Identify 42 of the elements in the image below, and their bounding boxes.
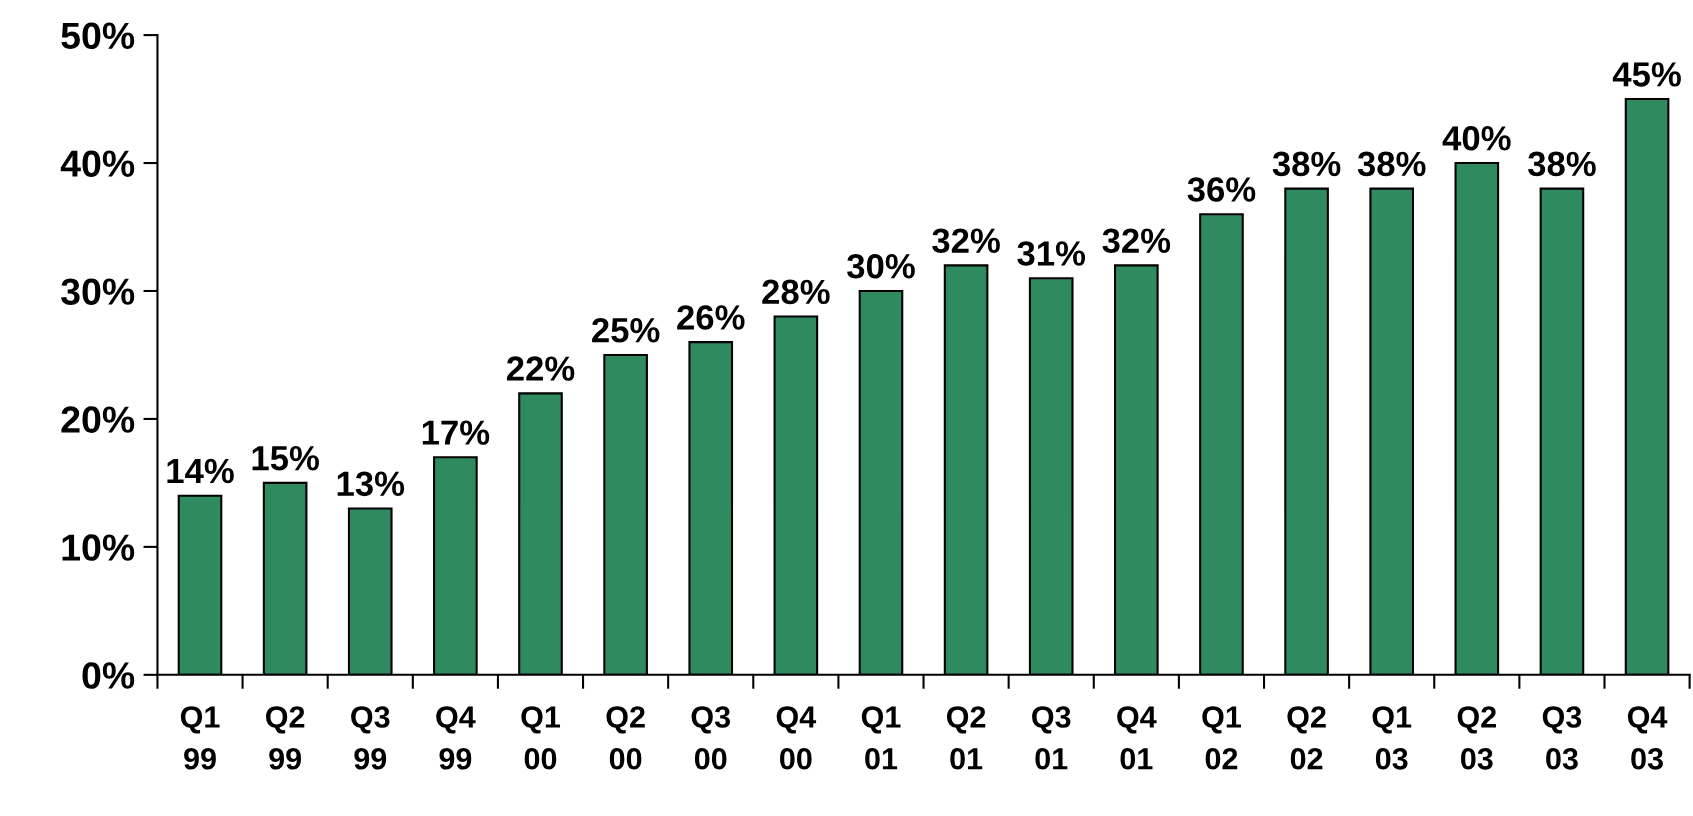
data-label: 38%	[1527, 151, 1596, 177]
y-tick-label: 20%	[61, 406, 135, 433]
x-tick-label: Q1 03	[1372, 706, 1412, 770]
x-tick-label: Q2 03	[1457, 706, 1496, 770]
x-tick-label: Q1 00	[521, 706, 561, 770]
data-label: 32%	[932, 228, 1000, 254]
x-tick-label: Q1 99	[180, 706, 220, 770]
x-tick-label: Q4 99	[436, 706, 476, 770]
x-tick-label: Q2 99	[266, 706, 305, 770]
x-tick-label: Q3 03	[1542, 706, 1582, 770]
data-label: 31%	[1017, 241, 1086, 266]
data-label: 30%	[847, 253, 915, 279]
data-label: 38%	[1357, 151, 1426, 177]
x-tick-label: Q4 01	[1117, 706, 1157, 770]
x-tick-label: Q2 00	[606, 706, 645, 770]
data-label: 13%	[337, 471, 405, 497]
x-tick-label: Q3 99	[351, 706, 390, 770]
data-label: 40%	[1442, 126, 1511, 151]
data-label: 32%	[1102, 228, 1171, 254]
data-label: 22%	[506, 356, 575, 381]
x-tick-label: Q2 02	[1287, 706, 1326, 770]
data-label: 45%	[1612, 62, 1681, 87]
x-tick-label: Q2 01	[946, 706, 986, 770]
y-tick-label: 0%	[82, 662, 135, 689]
x-tick-label: Q4 03	[1627, 706, 1668, 770]
data-label: 14%	[167, 458, 234, 484]
data-label: 26%	[677, 305, 745, 330]
y-tick-label: 50%	[61, 22, 135, 50]
data-label: 36%	[1187, 177, 1256, 202]
y-tick-label: 40%	[60, 150, 135, 177]
data-label: 15%	[252, 445, 319, 471]
y-tick-label: 30%	[61, 278, 135, 305]
data-label: 17%	[422, 420, 490, 445]
x-tick-label: Q3 01	[1032, 706, 1071, 770]
y-tick-label: 10%	[62, 534, 135, 561]
x-tick-label: Q3 00	[691, 706, 731, 770]
data-label: 38%	[1272, 151, 1341, 177]
data-label: 25%	[592, 317, 660, 343]
x-tick-label: Q4 00	[776, 706, 817, 770]
x-tick-label: Q1 01	[861, 706, 901, 770]
x-tick-label: Q1 02	[1202, 706, 1241, 770]
data-label: 28%	[762, 279, 830, 305]
